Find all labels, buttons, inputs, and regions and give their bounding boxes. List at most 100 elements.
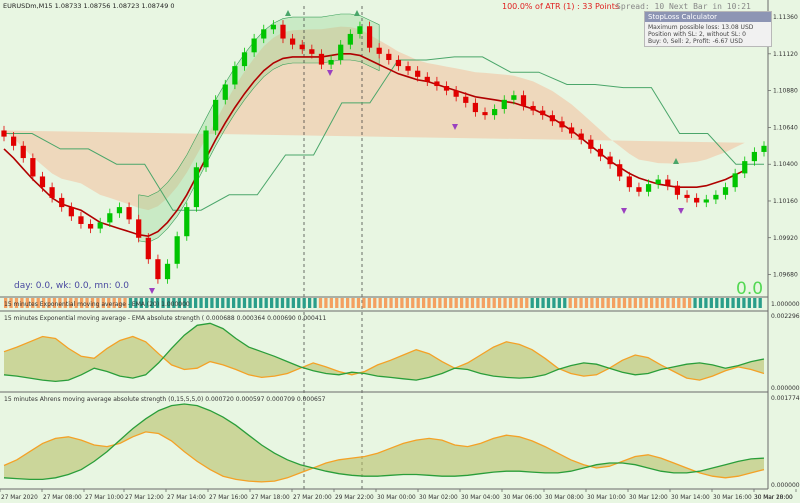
ahrens-strength-orange-line <box>3 431 765 483</box>
price-tick-label: 1.10400 <box>773 161 798 168</box>
state-bar-segment <box>286 298 290 308</box>
state-bar-segment <box>660 298 665 308</box>
state-bar-segment <box>726 298 730 308</box>
candle <box>395 59 402 67</box>
time-tick-label: 27 Mar 10:00 <box>85 495 124 501</box>
state-bar-segment <box>96 298 100 308</box>
state-bar-segment <box>574 298 578 308</box>
candle <box>472 102 479 113</box>
state-bar-segment <box>693 298 697 308</box>
state-bar-segment <box>52 298 57 308</box>
state-bar-segment <box>226 298 230 308</box>
arrow-down-marker <box>621 208 627 214</box>
candle <box>559 121 565 128</box>
candle <box>280 24 286 39</box>
state-bar-segment <box>715 298 719 308</box>
candle <box>607 156 613 165</box>
state-bar-segment <box>118 298 122 308</box>
state-bar-segment <box>20 298 24 308</box>
state-bar-segment <box>514 298 518 308</box>
state-bar-segment <box>367 298 371 308</box>
candle <box>30 158 36 177</box>
state-bar-segment <box>156 298 160 308</box>
state-bar-segment <box>291 298 295 308</box>
candle <box>530 105 536 111</box>
time-tick-label: 30 Mar 18:00 <box>754 495 793 501</box>
state-bar-segment <box>210 298 214 308</box>
state-bar-segment <box>101 298 105 308</box>
state-bar-segment <box>758 298 762 308</box>
state-bar-segment <box>378 298 382 308</box>
state-bar-segment <box>400 298 404 308</box>
candle <box>405 66 411 71</box>
price-tick-label: 1.09680 <box>773 272 798 279</box>
candle <box>270 24 276 30</box>
state-bar-segment <box>411 298 415 308</box>
time-tick-label: 27 Mar 14:00 <box>167 495 206 501</box>
candle <box>453 90 459 97</box>
state-bar-segment <box>563 298 567 308</box>
state-bar-segment <box>242 298 247 308</box>
time-tick-label: 30 Mar 14:00 <box>671 495 710 501</box>
state-bar-segment <box>351 298 355 308</box>
subwindow-3-top: 0.001774 <box>771 395 800 402</box>
state-bar-segment <box>194 298 198 308</box>
state-bar-segment <box>232 298 236 308</box>
candle <box>289 38 296 45</box>
state-bar-segment <box>422 298 426 308</box>
state-bar-segment <box>606 298 610 308</box>
time-tick-label: 27 Mar 2020 <box>1 495 38 501</box>
state-bar-segment <box>221 298 225 308</box>
state-bar-segment <box>579 298 583 308</box>
time-tick-label: 30 Mar 20:00 <box>754 495 793 501</box>
candle <box>511 95 517 100</box>
time-tick-label: 30 Mar 00:00 <box>377 495 416 501</box>
state-bar-segment <box>454 298 458 308</box>
candle <box>39 176 46 188</box>
candle <box>520 95 527 106</box>
candle <box>443 86 450 91</box>
state-bar-segment <box>498 298 502 308</box>
ahrens-strength-green-line <box>3 403 765 481</box>
state-bar-segment <box>297 298 301 308</box>
candle <box>376 47 382 54</box>
ema-strength-green-line-fill <box>4 323 764 382</box>
state-bar-segment <box>405 298 409 308</box>
state-bar-segment <box>525 298 529 308</box>
stoploss-title[interactable]: StopLoss Calculator <box>645 12 771 22</box>
price-tick-label: 1.11360 <box>773 14 798 21</box>
symbol-line: EURUSDm,M15 1.08733 1.08756 1.08723 1.08… <box>3 2 175 10</box>
time-tick-label: 27 Mar 16:00 <box>209 495 248 501</box>
state-bar-segment <box>487 298 491 308</box>
state-bar-segment <box>709 298 713 308</box>
state-bar-segment <box>107 298 111 308</box>
candle <box>578 133 584 140</box>
stoploss-calculator-panel[interactable]: StopLoss Calculator Maximum possible los… <box>644 11 772 47</box>
candle <box>87 223 94 229</box>
state-bar-segment <box>742 298 746 308</box>
subwindow-1-value: 1.000000 <box>771 301 800 308</box>
stoploss-max-loss: Maximum possible loss: 13.08 USD <box>648 24 754 31</box>
state-bar-segment <box>139 298 143 308</box>
state-bar-segment <box>9 298 13 308</box>
time-tick-label: 27 Mar 12:00 <box>125 495 164 501</box>
candle <box>338 44 344 60</box>
state-bar-segment <box>443 298 447 308</box>
state-bar-segment <box>584 298 589 308</box>
candle <box>299 44 305 50</box>
state-bar-segment <box>172 298 176 308</box>
stoploss-positions: Position with SL: 2, without SL: 0 <box>648 31 746 38</box>
candle <box>742 161 748 174</box>
candle <box>251 38 257 53</box>
state-bar-segment <box>123 298 127 308</box>
state-bar-segment <box>85 298 89 308</box>
candle <box>164 263 171 280</box>
state-bar-segment <box>166 298 171 308</box>
subwindow-1-label: 15 minutes Exponential moving average - … <box>4 301 190 308</box>
candle <box>626 176 632 188</box>
candle <box>328 59 334 65</box>
state-bar-segment <box>628 298 632 308</box>
state-bar-segment <box>329 298 333 308</box>
candle <box>145 237 151 260</box>
